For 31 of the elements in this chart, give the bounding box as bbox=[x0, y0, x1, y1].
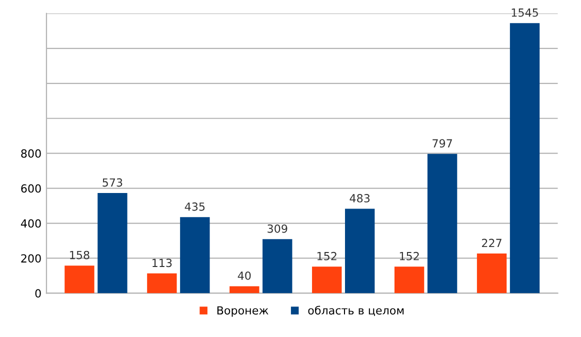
data-label: 573 bbox=[102, 178, 122, 187]
legend-label: область в целом bbox=[308, 306, 404, 316]
bar bbox=[476, 254, 507, 294]
bar bbox=[147, 273, 177, 294]
bar bbox=[427, 154, 458, 294]
bar bbox=[394, 266, 424, 294]
bar bbox=[510, 23, 540, 294]
bar bbox=[262, 239, 292, 294]
data-label: 40 bbox=[238, 271, 251, 280]
data-label: 309 bbox=[268, 224, 288, 233]
data-label: 483 bbox=[350, 194, 370, 202]
bar bbox=[230, 286, 260, 294]
bar bbox=[64, 266, 94, 294]
data-label: 227 bbox=[482, 238, 502, 248]
bar bbox=[98, 193, 128, 294]
legend-label: Воронеж bbox=[217, 306, 268, 317]
y-tick-label: 600 bbox=[21, 184, 41, 193]
bar bbox=[312, 266, 342, 294]
y-tick-label: 400 bbox=[20, 219, 41, 228]
y-tick-label: 800 bbox=[21, 149, 41, 158]
data-label: 1545 bbox=[512, 8, 538, 17]
data-label: 113 bbox=[152, 258, 172, 268]
y-tick-label: 200 bbox=[21, 254, 41, 263]
data-label: 152 bbox=[400, 252, 419, 260]
data-label: 158 bbox=[70, 250, 90, 260]
bar bbox=[180, 217, 210, 294]
y-tick-label: 0 bbox=[35, 289, 41, 298]
data-label: 435 bbox=[184, 202, 205, 211]
data-label: 797 bbox=[432, 139, 452, 148]
bar bbox=[345, 208, 375, 294]
data-label: 152 bbox=[317, 252, 336, 260]
